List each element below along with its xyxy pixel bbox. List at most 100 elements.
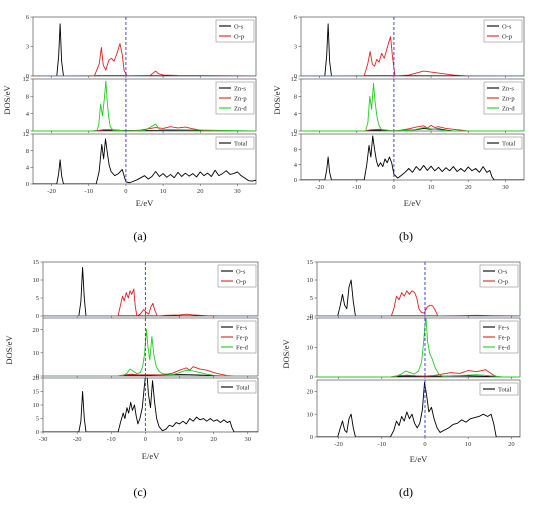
- legend-label: Zn-p: [234, 95, 247, 102]
- series-line-fe-s: [317, 375, 520, 377]
- legend-label: Zn-s: [502, 85, 514, 92]
- legend-label: Zn-d: [502, 105, 515, 112]
- series-line-fe-p: [43, 366, 258, 376]
- y-tick-label: 12: [291, 131, 298, 138]
- caption-a: (a): [133, 229, 146, 243]
- series-line-o-s: [301, 23, 524, 76]
- series-line-fe-d: [317, 318, 520, 377]
- y-tick-label: 8: [26, 94, 29, 101]
- legend-label: Zn-p: [502, 95, 515, 102]
- x-tick-label: 0: [423, 441, 426, 448]
- legend-label: Zn-d: [234, 105, 247, 112]
- x-tick-label: -10: [377, 441, 386, 448]
- y-tick-label: 8: [294, 147, 297, 154]
- dos-panel-3-0: 0 5 10 15 O-s O-p: [307, 259, 521, 320]
- y-tick-label: 5: [310, 295, 313, 302]
- y-tick-label: 5: [36, 416, 39, 423]
- y-tick-label: 4: [26, 111, 30, 118]
- legend-label: Zn-s: [234, 85, 246, 92]
- y-tick-label: 3: [26, 44, 29, 51]
- dos-panel-3-1: 0 10 20 Fe-s Fe-p Fe-d: [307, 315, 521, 381]
- y-tick-label: 4: [294, 162, 298, 169]
- x-axis-label: E/eV: [410, 454, 428, 464]
- panel-frame: [32, 133, 257, 185]
- y-tick-label: 10: [307, 345, 314, 352]
- legend-label: O-p: [502, 33, 512, 40]
- x-tick-label: 0: [124, 188, 127, 195]
- y-tick-label: 0: [310, 434, 313, 441]
- x-tick-label: 20: [465, 184, 472, 191]
- dos-panel-1-2: 0 4 8 12 Total: [291, 131, 525, 184]
- legend-label: O-s: [498, 268, 508, 275]
- legend-box: [483, 136, 523, 150]
- legend-label: O-s: [502, 23, 512, 30]
- legend-label: Total: [236, 384, 249, 391]
- y-tick-label: 10: [33, 402, 40, 409]
- legend-label: Fe-p: [236, 334, 248, 341]
- x-axis-label: E/eV: [404, 198, 422, 208]
- y-tick-label: 0: [310, 313, 313, 320]
- x-tick-label: -30: [39, 436, 48, 443]
- y-axis-label: DOS/eV: [2, 85, 12, 115]
- legend-label: O-p: [234, 33, 244, 40]
- series-line-total: [317, 381, 520, 437]
- panel-frame: [42, 317, 259, 377]
- series-line-fe-p: [317, 369, 520, 377]
- y-tick-label: 15: [33, 259, 40, 266]
- y-tick-label: 10: [33, 277, 40, 284]
- series-line-total: [33, 138, 256, 184]
- dos-panel-2-2: 0 5 10 15 20 Total: [33, 375, 259, 436]
- series-line-total: [301, 135, 524, 180]
- x-tick-label: -20: [315, 184, 324, 191]
- caption-c: (c): [133, 485, 146, 499]
- y-axis-label: DOS/eV: [4, 335, 14, 365]
- dos-chart-0: 0 3 6 O-s O-p 0 4 8 12 Zn-s Zn-p Zn-d 0 4 8 12 Total -20 -…: [2, 14, 257, 208]
- y-tick-label: 8: [26, 148, 29, 155]
- y-tick-label: 0: [310, 374, 313, 381]
- dos-panel-0-1: 0 4 8 12 Zn-s Zn-p Zn-d: [23, 76, 257, 135]
- y-tick-label: 5: [36, 295, 39, 302]
- y-tick-label: 12: [291, 76, 298, 83]
- legend-label: O-s: [234, 23, 244, 30]
- legend-box: [479, 382, 519, 396]
- legend-label: O-s: [236, 268, 246, 275]
- y-tick-label: 4: [294, 111, 298, 118]
- dos-panel-1-0: 0 3 6 O-s O-p: [294, 14, 525, 80]
- x-tick-label: -20: [73, 436, 82, 443]
- legend-label: O-p: [236, 278, 246, 285]
- caption-b: (b): [399, 229, 413, 243]
- legend-label: Total: [498, 386, 511, 393]
- panel-frame: [300, 133, 525, 181]
- dos-panel-1-1: 0 4 8 12 Zn-s Zn-p Zn-d: [291, 76, 525, 135]
- y-tick-label: 20: [33, 375, 40, 382]
- x-tick-label: 10: [428, 184, 435, 191]
- dos-panel-0-2: 0 4 8 12 Total: [23, 131, 257, 188]
- y-tick-label: 12: [23, 131, 30, 138]
- dos-chart-1: 0 3 6 O-s O-p 0 4 8 12 Zn-s Zn-p Zn-d 0 4 8 12 Total -20 -…: [272, 14, 525, 208]
- series-line-o-p: [301, 36, 524, 76]
- x-tick-label: 10: [176, 436, 183, 443]
- series-line-total: [43, 378, 258, 432]
- series-line-zn-d: [301, 82, 524, 131]
- series-line-o-s: [33, 23, 256, 76]
- series-line-o-p: [33, 43, 256, 76]
- x-axis-label: E/eV: [142, 451, 160, 461]
- legend-label: O-p: [498, 278, 508, 285]
- y-tick-label: 0: [36, 373, 39, 380]
- y-tick-label: 10: [33, 350, 40, 357]
- y-axis-label: DOS/eV: [281, 339, 291, 369]
- y-tick-label: 10: [307, 277, 314, 284]
- x-tick-label: -10: [84, 188, 93, 195]
- legend-label: Fe-d: [498, 344, 511, 351]
- y-tick-label: 8: [294, 94, 297, 101]
- legend-label: Fe-p: [498, 334, 510, 341]
- dos-panel-0-0: 0 3 6 O-s O-p: [26, 14, 257, 80]
- x-tick-label: 30: [234, 188, 241, 195]
- y-axis-label: DOS/eV: [272, 85, 282, 115]
- x-tick-label: 20: [508, 441, 515, 448]
- dos-panel-2-1: 0 10 20 Fe-s Fe-p Fe-d: [33, 317, 259, 380]
- y-tick-label: 20: [307, 389, 314, 396]
- dos-chart-2: 0 5 10 15 O-s O-p 0 10 20 Fe-s Fe-p Fe-d 0 5 10 15 20 Tot…: [4, 259, 259, 461]
- x-tick-label: 20: [210, 436, 217, 443]
- y-tick-label: 3: [294, 44, 297, 51]
